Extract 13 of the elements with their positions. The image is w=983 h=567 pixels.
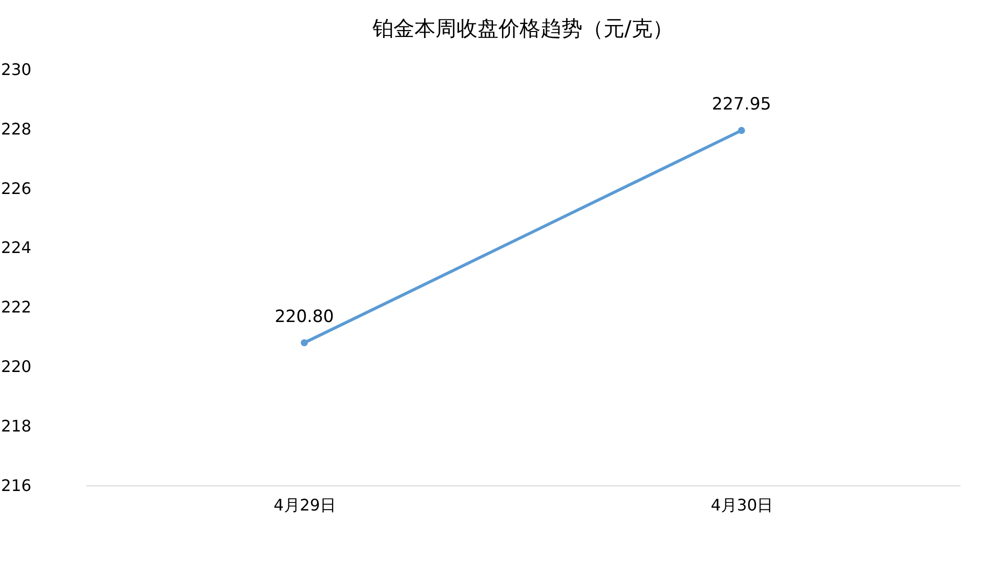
- y-tick-label: 218: [0, 416, 32, 436]
- y-tick-label: 226: [0, 178, 32, 198]
- x-tick-label: 4月30日: [710, 496, 774, 515]
- x-tick-label: 4月29日: [274, 496, 336, 515]
- data-label: 227.95: [712, 94, 772, 114]
- y-tick-label: 230: [0, 60, 32, 80]
- chart-title: 铂金本周收盘价格趋势（元/克）: [371, 16, 674, 41]
- data-label: 220.80: [274, 306, 334, 326]
- y-tick-label: 224: [0, 238, 32, 258]
- y-tick-label: 220: [0, 357, 32, 376]
- y-tick-label: 216: [0, 476, 32, 495]
- y-tick-label: 228: [0, 119, 32, 138]
- y-tick-label: 222: [0, 298, 32, 317]
